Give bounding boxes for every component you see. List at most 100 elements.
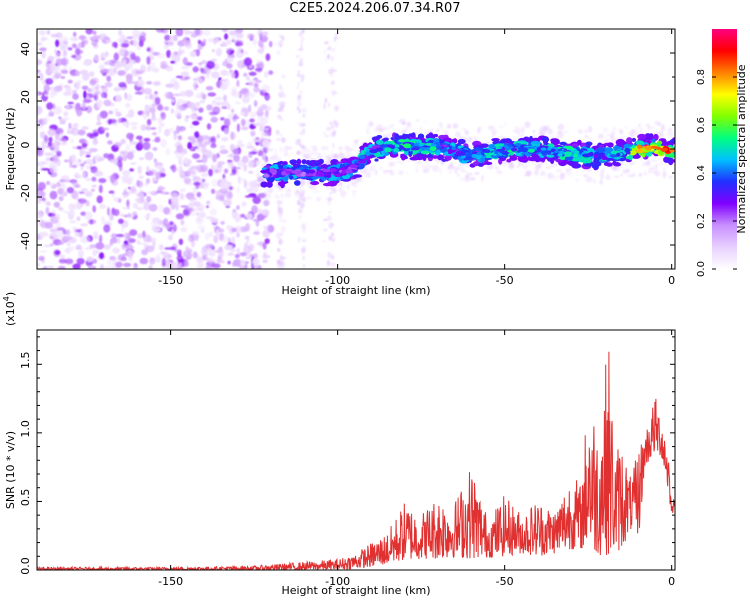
noise-blob	[151, 132, 158, 136]
noise-blob	[276, 199, 281, 205]
noise-blob	[43, 265, 48, 269]
noise-blob	[231, 227, 238, 233]
noise-blob	[137, 242, 146, 245]
y-tick-label: 1.0	[19, 420, 32, 438]
noise-blob	[84, 191, 93, 197]
noise-blob	[128, 109, 135, 118]
haze-blob	[423, 168, 428, 172]
noise-blob	[211, 71, 220, 79]
ridge-blob	[616, 152, 621, 157]
noise-blob	[125, 73, 133, 80]
noise-blob	[179, 91, 187, 97]
ridge-blob	[402, 134, 411, 139]
noise-blob	[301, 248, 306, 254]
ridge-blob	[383, 137, 389, 141]
noise-blob	[173, 51, 178, 56]
ridge-blob	[410, 142, 415, 146]
noise-blob	[184, 260, 189, 267]
ridge-blob	[296, 158, 302, 165]
noise-blob	[244, 242, 249, 249]
haze-blob	[644, 130, 650, 133]
noise-blob	[253, 139, 262, 143]
haze-blob	[469, 177, 476, 181]
noise-blob	[208, 111, 218, 116]
noise-blob	[177, 259, 185, 263]
noise-blob	[148, 107, 156, 114]
haze-blob	[612, 126, 617, 131]
haze-blob	[406, 171, 410, 174]
haze-blob	[281, 147, 285, 153]
noise-blob	[63, 50, 68, 56]
noise-blob	[245, 222, 251, 232]
noise-blob	[202, 69, 212, 75]
haze-blob	[658, 131, 663, 135]
ridge-blob	[637, 133, 647, 140]
noise-blob	[144, 104, 150, 113]
y-axis-label: SNR (10 * v/v)	[4, 431, 17, 509]
haze-blob	[532, 161, 537, 165]
noise-blob	[190, 200, 195, 205]
ridge-blob	[527, 148, 535, 153]
haze-blob	[439, 168, 442, 175]
haze-blob	[517, 160, 522, 167]
noise-blob	[155, 29, 165, 33]
noise-blob	[126, 206, 130, 210]
ridge-blob	[260, 169, 269, 174]
noise-blob	[276, 114, 282, 119]
noise-blob	[179, 188, 186, 193]
noise-blob	[99, 204, 106, 209]
noise-blob	[81, 126, 89, 130]
haze-blob	[657, 123, 660, 126]
noise-blob	[59, 132, 64, 140]
noise-blob	[263, 116, 271, 120]
haze-blob	[632, 172, 636, 178]
noise-blob	[224, 118, 231, 127]
haze-blob	[352, 190, 356, 198]
noise-blob	[129, 229, 138, 237]
noise-blob	[330, 262, 336, 268]
haze-blob	[324, 157, 329, 162]
ridge-blob	[637, 148, 644, 154]
haze-blob	[301, 196, 307, 199]
haze-blob	[670, 125, 674, 131]
noise-blob	[203, 252, 210, 256]
noise-blob	[62, 118, 68, 122]
noise-blob	[220, 145, 226, 151]
noise-blob	[71, 54, 77, 59]
noise-blob	[132, 211, 137, 216]
noise-blob	[72, 146, 78, 150]
ridge-blob	[609, 154, 619, 158]
x-tick-label: -50	[496, 274, 514, 287]
noise-blob	[223, 199, 232, 207]
noise-blob	[279, 216, 283, 221]
noise-blob	[237, 47, 243, 53]
noise-blob	[53, 90, 58, 96]
noise-blob	[330, 131, 336, 138]
ridge-blob	[523, 136, 530, 142]
noise-blob	[54, 72, 62, 79]
noise-blob	[89, 244, 97, 249]
noise-blob	[302, 255, 306, 261]
noise-blob	[95, 84, 100, 91]
noise-blob	[264, 105, 272, 111]
noise-blob	[121, 174, 129, 184]
haze-blob	[363, 168, 370, 174]
haze-blob	[584, 129, 588, 134]
noise-blob	[81, 85, 89, 91]
noise-blob	[49, 65, 59, 74]
noise-blob	[81, 101, 86, 110]
ridge-blob	[393, 147, 400, 153]
noise-blob	[71, 43, 77, 48]
noise-blob	[278, 40, 284, 47]
noise-blob	[177, 135, 183, 141]
noise-blob	[297, 74, 302, 78]
noise-blob	[75, 232, 80, 237]
noise-blob	[135, 135, 143, 140]
y-tick-label: 20	[19, 90, 32, 104]
y-tick-label: 0.5	[19, 489, 32, 507]
colorbar-label: Normalized spectral amplitude	[735, 64, 748, 233]
noise-blob	[297, 150, 301, 156]
noise-blob	[225, 39, 232, 46]
haze-blob	[650, 170, 658, 174]
noise-blob	[278, 101, 284, 108]
